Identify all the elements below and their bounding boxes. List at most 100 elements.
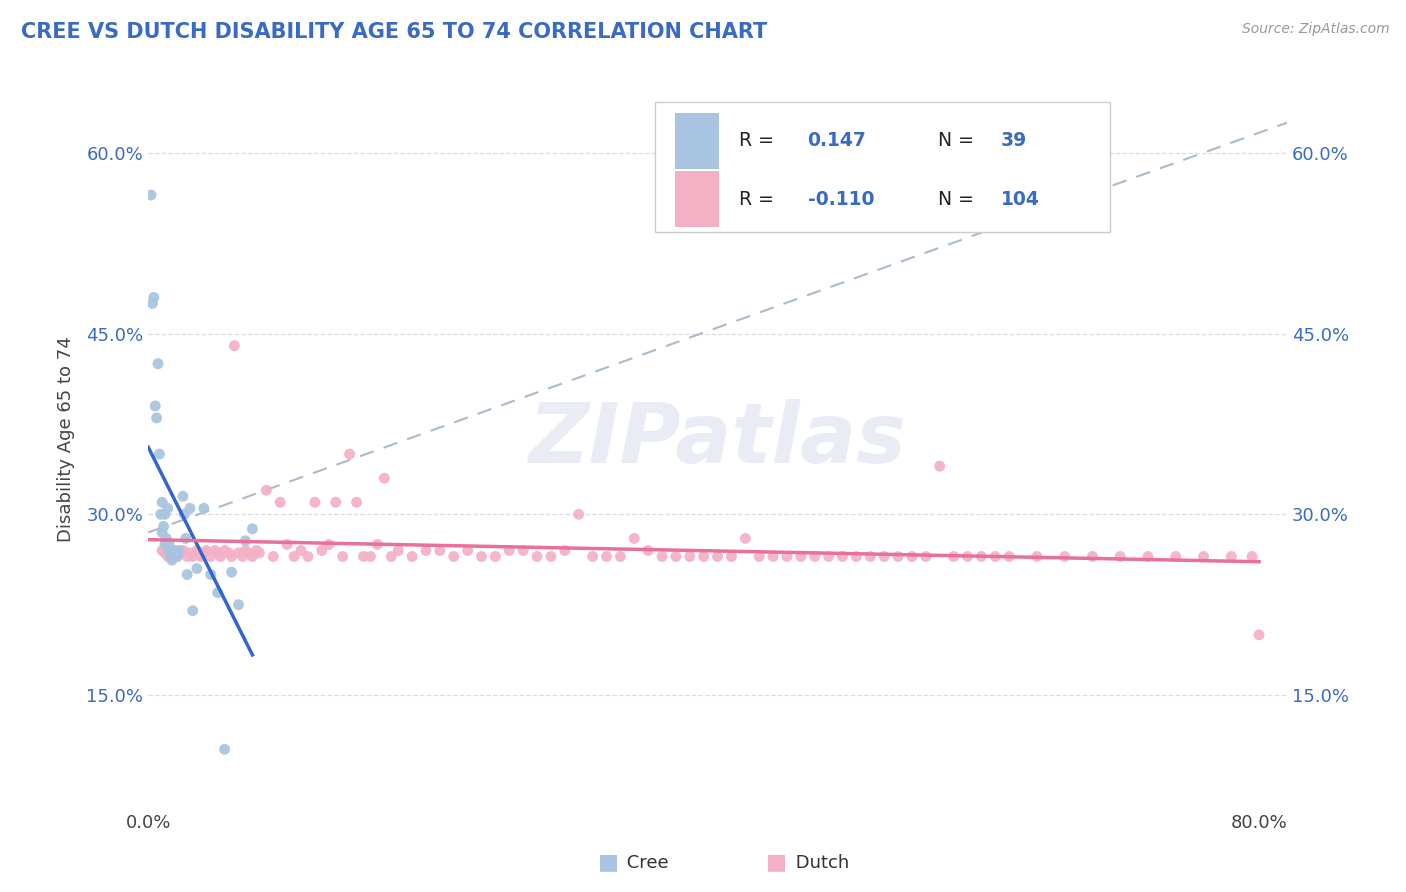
Point (859, 549, 882, 564)
Point (235, 543, 257, 558)
Point (150, 525, 173, 540)
Point (195, 543, 218, 558)
Point (176, 567, 198, 582)
Point (148, 447, 170, 461)
Point (221, 565, 243, 579)
Point (706, 549, 728, 564)
Point (262, 549, 284, 564)
Point (204, 543, 226, 558)
Point (200, 567, 222, 582)
Text: Source: ZipAtlas.com: Source: ZipAtlas.com (1241, 22, 1389, 37)
Point (166, 549, 188, 564)
Point (209, 549, 232, 564)
Point (665, 549, 688, 564)
Point (245, 543, 267, 558)
Point (692, 549, 714, 564)
Point (325, 495, 347, 509)
Point (153, 508, 176, 522)
Point (283, 549, 305, 564)
Point (146, 357, 169, 371)
Point (803, 549, 825, 564)
Point (373, 471, 395, 485)
Point (748, 549, 770, 564)
Point (200, 549, 222, 564)
Point (942, 549, 965, 564)
Text: N =: N = (938, 190, 980, 209)
Point (651, 549, 673, 564)
Point (190, 549, 212, 564)
Point (970, 549, 993, 564)
Point (512, 543, 534, 558)
Point (165, 549, 187, 564)
Point (290, 543, 312, 558)
Point (762, 549, 785, 564)
Point (153, 537, 176, 551)
Text: Dutch: Dutch (790, 855, 849, 872)
Point (150, 495, 173, 509)
Point (165, 546, 187, 560)
Point (297, 549, 319, 564)
Bar (675, 113, 718, 169)
Point (145, 411, 167, 425)
Point (984, 549, 1007, 564)
Point (1053, 549, 1076, 564)
Point (540, 549, 562, 564)
Point (242, 549, 264, 564)
Point (214, 742, 236, 756)
Point (1136, 549, 1159, 564)
Point (149, 508, 172, 522)
Point (415, 543, 437, 558)
Point (873, 549, 896, 564)
Point (817, 549, 839, 564)
Point (554, 543, 576, 558)
Point (526, 549, 548, 564)
Point (776, 549, 799, 564)
Point (232, 549, 254, 564)
Point (228, 598, 250, 612)
Point (181, 604, 204, 618)
Point (153, 546, 176, 560)
Point (254, 483, 277, 498)
Point (609, 549, 631, 564)
Point (186, 561, 208, 575)
Text: CREE VS DUTCH DISABILITY AGE 65 TO 74 CORRELATION CHART: CREE VS DUTCH DISABILITY AGE 65 TO 74 CO… (21, 22, 768, 42)
Point (186, 543, 208, 558)
Point (167, 543, 190, 558)
Point (304, 495, 326, 509)
Point (157, 537, 180, 551)
Point (311, 543, 333, 558)
Point (595, 549, 617, 564)
Point (332, 549, 354, 564)
Bar (655, 102, 1111, 232)
Point (174, 532, 197, 546)
Point (387, 543, 409, 558)
Point (887, 549, 910, 564)
Point (159, 543, 181, 558)
Point (150, 543, 173, 558)
Point (901, 549, 924, 564)
Point (247, 546, 270, 560)
Point (484, 549, 506, 564)
Text: 39: 39 (1001, 131, 1028, 150)
Point (238, 546, 260, 560)
Point (139, 188, 162, 202)
Point (429, 543, 451, 558)
Point (679, 549, 702, 564)
Point (1241, 549, 1264, 564)
Text: ■: ■ (598, 853, 619, 872)
Point (207, 546, 229, 560)
Point (498, 543, 520, 558)
Point (221, 549, 243, 564)
Point (157, 543, 180, 558)
Point (720, 549, 742, 564)
Point (637, 543, 659, 558)
Text: R =: R = (740, 131, 780, 150)
Point (156, 501, 179, 516)
Point (1220, 549, 1243, 564)
Point (359, 549, 381, 564)
Point (380, 549, 402, 564)
Point (162, 546, 184, 560)
Point (1192, 549, 1215, 564)
Point (224, 338, 246, 352)
Point (176, 549, 198, 564)
